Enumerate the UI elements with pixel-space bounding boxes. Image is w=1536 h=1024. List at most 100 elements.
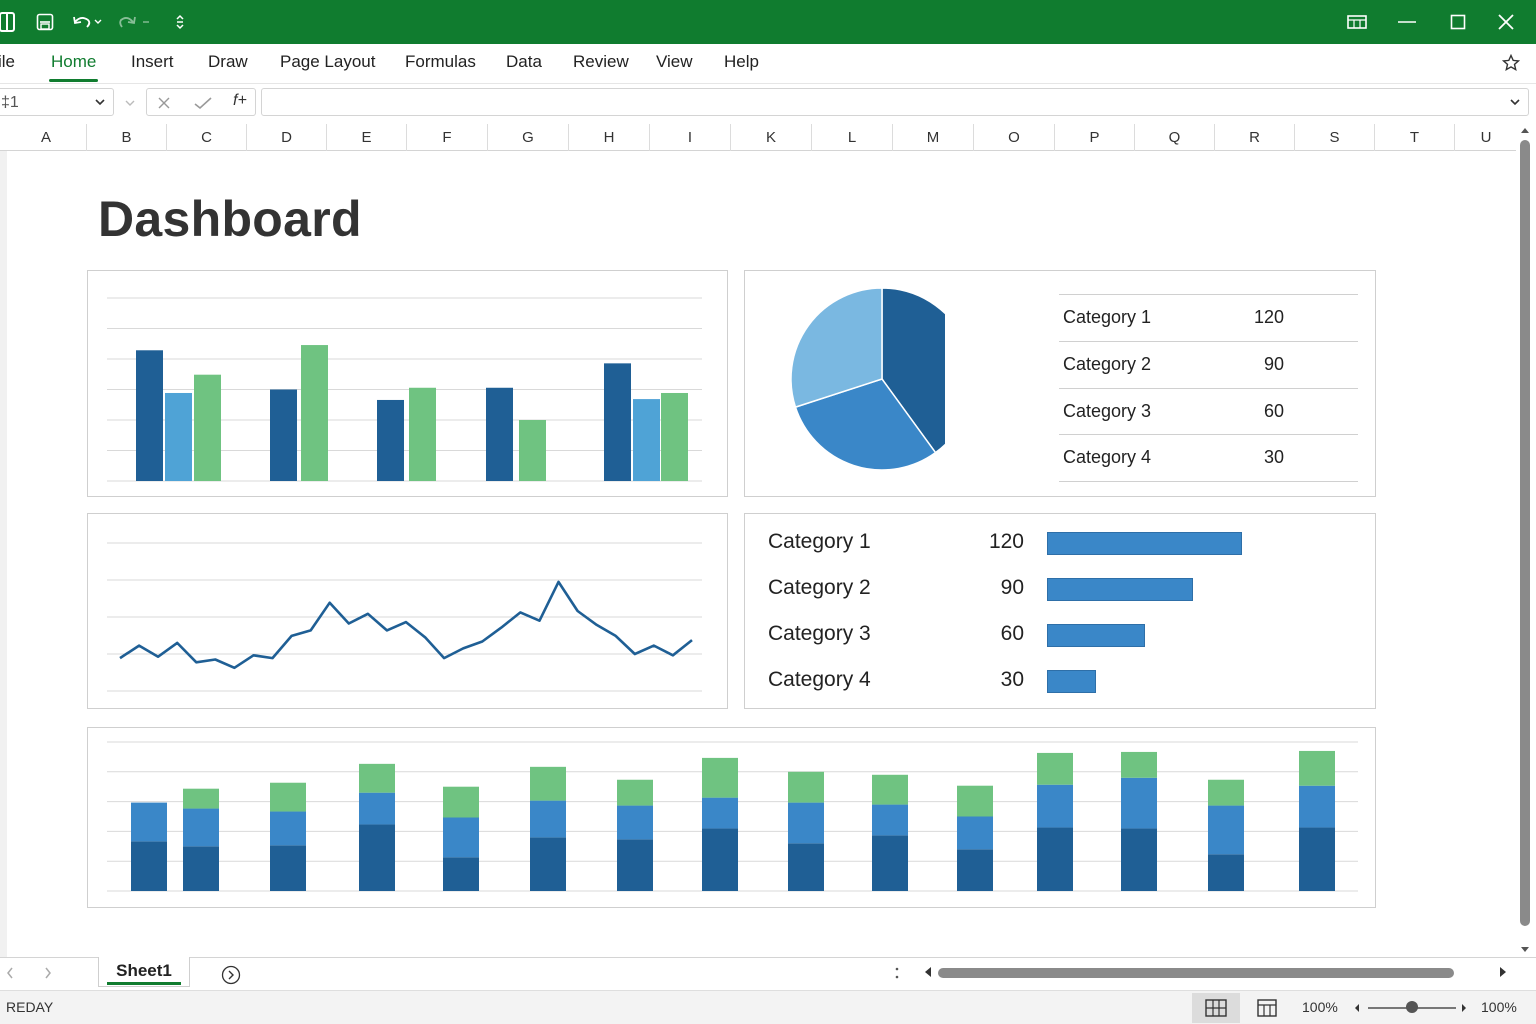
table-divider <box>1059 341 1358 342</box>
scroll-down-icon[interactable] <box>1520 946 1530 954</box>
tab-formulas[interactable]: Formulas <box>405 52 476 71</box>
formula-input[interactable] <box>261 88 1529 116</box>
table-row-value: 90 <box>1263 354 1284 374</box>
prev-sheet-icon[interactable] <box>6 967 14 979</box>
column-header[interactable]: E <box>327 124 407 151</box>
grouped-bar-chart-panel[interactable] <box>87 270 728 497</box>
column-header[interactable]: S <box>1295 124 1375 151</box>
column-header[interactable]: Q <box>1135 124 1215 151</box>
zoom-out-icon[interactable] <box>1354 1003 1360 1013</box>
bar-value-label: 30 <box>1000 668 1024 691</box>
column-header[interactable]: L <box>812 124 893 151</box>
column-header[interactable]: U <box>1455 124 1518 151</box>
pie-slice <box>881 287 945 454</box>
stacked-bar-segment <box>1121 751 1157 778</box>
page-layout-view-icon[interactable] <box>1257 999 1277 1017</box>
table-divider <box>1059 294 1358 295</box>
ribbon-tabs: ile Home Insert Draw Page Layout Formula… <box>0 44 1536 84</box>
tab-page-layout[interactable]: Page Layout <box>280 52 376 71</box>
name-box[interactable]: ‡1 <box>0 88 114 116</box>
bar-value-label: 60 <box>1000 622 1024 645</box>
stacked-bar-segment <box>872 804 908 836</box>
sheet-tab-bar: Sheet1 <box>0 957 1536 990</box>
stacked-bar-segment <box>957 816 993 850</box>
tab-insert[interactable]: Insert <box>131 52 174 71</box>
star-icon[interactable] <box>1501 53 1521 77</box>
column-header[interactable]: R <box>1215 124 1295 151</box>
vertical-scrollbar[interactable] <box>1516 124 1536 956</box>
insert-function-icon[interactable]: f+ <box>233 92 247 109</box>
close-icon[interactable] <box>1492 8 1520 36</box>
table-row-label: Category 3 <box>1063 401 1152 421</box>
bar-category-label: Category 3 <box>768 622 871 645</box>
column-header[interactable]: O <box>974 124 1055 151</box>
redo-icon[interactable] <box>118 8 152 36</box>
table-row-label: Category 4 <box>1063 447 1152 467</box>
expand-formula-icon[interactable] <box>1508 95 1522 109</box>
stacked-bar-segment <box>359 763 395 793</box>
split-handle-icon[interactable] <box>894 966 900 980</box>
cancel-icon[interactable] <box>157 96 171 110</box>
column-header[interactable]: B <box>87 124 167 151</box>
column-header[interactable]: K <box>731 124 812 151</box>
vertical-scroll-thumb[interactable] <box>1520 140 1530 926</box>
stacked-bar-segment <box>270 845 306 891</box>
line-chart-panel[interactable] <box>87 513 728 709</box>
stacked-bar-chart-panel[interactable] <box>87 727 1376 908</box>
zoom-percentage: 100% <box>1481 999 1517 1015</box>
horizontal-bar-panel[interactable]: Category 1 120 Category 2 90 Category 3 60 Cat… <box>744 513 1376 709</box>
line-series <box>119 580 693 670</box>
column-header[interactable]: D <box>247 124 327 151</box>
column-header[interactable]: T <box>1375 124 1455 151</box>
column-header[interactable]: H <box>569 124 650 151</box>
customize-toolbar-icon[interactable] <box>166 8 194 36</box>
stacked-bar-segment <box>702 828 738 891</box>
table-divider <box>1059 434 1358 435</box>
column-header[interactable]: P <box>1055 124 1135 151</box>
add-sheet-icon[interactable] <box>221 965 241 985</box>
enter-check-icon[interactable] <box>193 96 213 110</box>
bar-value-label: 90 <box>1000 576 1024 599</box>
column-header[interactable]: A <box>6 124 87 151</box>
zoom-in-icon[interactable] <box>1461 1003 1467 1013</box>
table-row-label: Category 2 <box>1063 354 1152 374</box>
zoom-slider-knob[interactable] <box>1406 1001 1418 1013</box>
table-row-value: 30 <box>1263 447 1284 467</box>
minimize-icon[interactable] <box>1393 8 1421 36</box>
formula-bar: ‡1 f+ <box>0 84 1536 122</box>
stacked-bar-segment <box>1037 752 1073 785</box>
excel-logo-icon <box>0 8 22 36</box>
stacked-bar-segment <box>617 839 653 891</box>
stacked-bar-segment <box>1121 828 1157 891</box>
normal-view-button[interactable] <box>1192 993 1240 1023</box>
next-sheet-icon[interactable] <box>44 967 52 979</box>
horizontal-scroll-thumb[interactable] <box>938 968 1454 978</box>
tab-review[interactable]: Review <box>573 52 629 71</box>
normal-view-icon <box>1205 999 1227 1017</box>
tab-home[interactable]: Home <box>48 52 99 82</box>
scroll-left-icon[interactable] <box>924 966 932 978</box>
maximize-icon[interactable] <box>1444 8 1472 36</box>
tab-help[interactable]: Help <box>724 52 759 71</box>
sheet-tab-sheet1[interactable]: Sheet1 <box>98 957 190 987</box>
tab-file[interactable]: ile <box>0 52 16 71</box>
scroll-up-icon[interactable] <box>1520 126 1530 134</box>
tab-data[interactable]: Data <box>506 52 542 71</box>
column-header[interactable]: I <box>650 124 731 151</box>
save-icon[interactable] <box>31 8 59 36</box>
column-header[interactable]: G <box>488 124 569 151</box>
column-header[interactable]: F <box>407 124 488 151</box>
zoom-level[interactable]: 100% <box>1302 999 1338 1015</box>
column-header[interactable]: C <box>167 124 247 151</box>
tab-view[interactable]: View <box>656 52 693 71</box>
pie-slice <box>794 378 937 471</box>
ribbon-display-icon[interactable] <box>1343 8 1371 36</box>
column-header[interactable]: M <box>893 124 974 151</box>
formula-buttons: f+ <box>146 88 256 116</box>
undo-icon[interactable] <box>70 8 104 36</box>
tab-draw[interactable]: Draw <box>208 52 248 71</box>
stacked-bar-segment <box>1037 827 1073 891</box>
pie-chart-panel[interactable]: Category 1 120 Category 2 90 Category 3 60 Cat… <box>744 270 1376 497</box>
scroll-right-icon[interactable] <box>1499 966 1507 978</box>
horizontal-bar <box>1047 532 1242 555</box>
